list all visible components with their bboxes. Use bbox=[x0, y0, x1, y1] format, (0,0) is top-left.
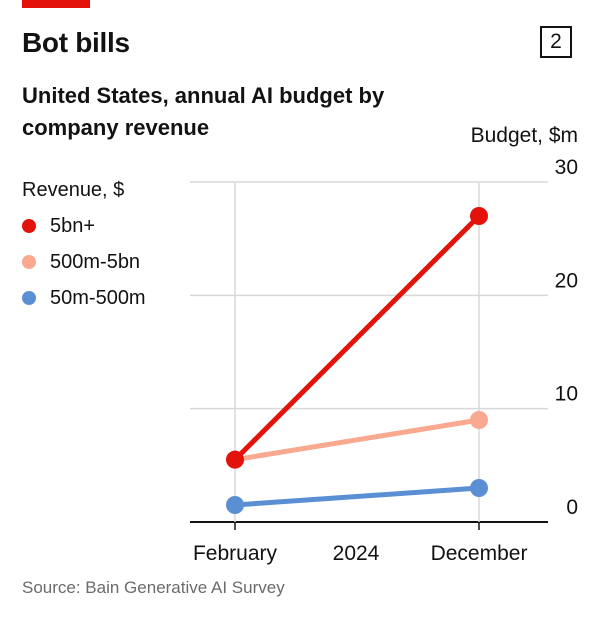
year-label: 2024 bbox=[333, 542, 380, 565]
x-tick-label: December bbox=[431, 542, 528, 565]
legend-item: 50m-500m bbox=[22, 280, 146, 316]
series-line bbox=[232, 417, 482, 463]
source-note: Source: Bain Generative AI Survey bbox=[22, 578, 285, 597]
legend-item: 5bn+ bbox=[22, 208, 146, 244]
y-axis-label: Budget, $m bbox=[471, 124, 578, 147]
y-tick-label: 0 bbox=[566, 496, 578, 519]
series-line bbox=[232, 485, 482, 508]
legend: Revenue, $ 5bn+ 500m-5bn 50m-500m bbox=[22, 176, 146, 316]
legend-label: 500m-5bn bbox=[50, 250, 141, 273]
legend-label: 50m-500m bbox=[50, 286, 146, 309]
chart-subtitle: United States, annual AI budget by compa… bbox=[22, 83, 385, 140]
legend-label: 5bn+ bbox=[50, 214, 96, 237]
legend-title: Revenue, $ bbox=[22, 179, 125, 201]
chart-title: Bot bills bbox=[22, 27, 130, 58]
legend-swatch bbox=[22, 255, 36, 269]
chart-number-badge: 2 bbox=[540, 26, 572, 58]
legend-swatch bbox=[22, 219, 36, 233]
data-point bbox=[470, 411, 488, 429]
data-point bbox=[470, 207, 488, 225]
y-tick-label: 30 bbox=[555, 156, 578, 179]
x-tick-label: February bbox=[193, 542, 278, 565]
legend-swatch bbox=[22, 291, 36, 305]
y-tick-label: 10 bbox=[555, 383, 578, 406]
data-point bbox=[226, 496, 244, 514]
brand-tag bbox=[22, 0, 90, 8]
data-point bbox=[470, 479, 488, 497]
y-tick-label: 20 bbox=[555, 269, 578, 292]
series-line bbox=[232, 213, 482, 463]
legend-item: 500m-5bn bbox=[22, 244, 146, 280]
data-point bbox=[226, 450, 244, 469]
